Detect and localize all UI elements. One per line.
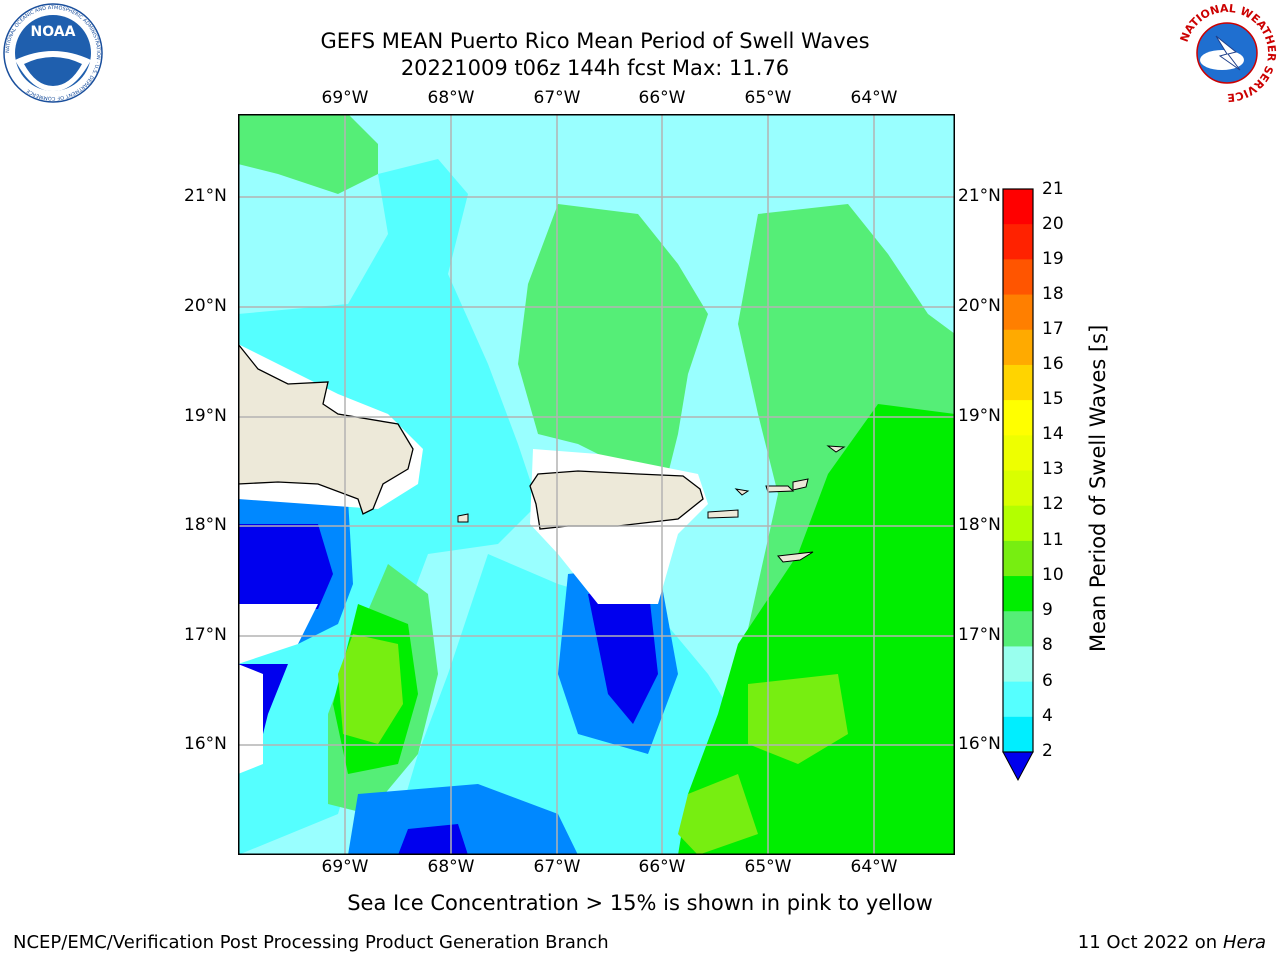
colorbar-band	[1003, 400, 1033, 436]
colorbar-title: Mean Period of Swell Waves [s]	[1086, 324, 1110, 652]
left-lat-labels: 21°N 20°N 19°N 18°N 17°N 16°N	[184, 0, 236, 960]
colorbar-tick-labels: 21 20 19 18 17 16 15 14 13 12 11 10 9 8 …	[1042, 0, 1102, 960]
colorbar-band	[1003, 716, 1033, 753]
masked-west-edge	[238, 664, 263, 774]
swell-11-12-sw	[338, 634, 403, 744]
lon-label-top: 66°W	[638, 88, 686, 108]
swell-10-11-east	[678, 404, 955, 855]
colorbar-tick: 10	[1042, 565, 1064, 585]
colorbar-band	[1003, 540, 1033, 577]
colorbar-band	[1003, 259, 1033, 296]
title-line-1: GEFS MEAN Puerto Rico Mean Period of Swe…	[320, 29, 870, 53]
lat-label-right: 18°N	[958, 515, 1001, 535]
top-lon-labels: 69°W 68°W 67°W 66°W 65°W 64°W	[0, 88, 1280, 110]
lat-label-left: 18°N	[184, 515, 227, 535]
noaa-logo: NOAA NATIONAL OCEANIC AND ATMOSPHERIC AD…	[3, 3, 103, 103]
lat-label-right: 21°N	[958, 186, 1001, 206]
colorbar-band	[1003, 189, 1033, 225]
swell-9-10-nw	[238, 114, 378, 194]
bottom-lon-labels: 69°W 68°W 67°W 66°W 65°W 64°W	[0, 857, 1280, 879]
mona-island	[457, 513, 469, 523]
colorbar-band	[1003, 646, 1033, 683]
lon-label-bottom: 67°W	[533, 857, 581, 877]
lat-label-right: 19°N	[958, 406, 1001, 426]
colorbar-band	[1003, 681, 1033, 718]
footer-credit: NCEP/EMC/Verification Post Processing Pr…	[13, 932, 609, 953]
lat-label-left: 19°N	[184, 406, 227, 426]
footer-date-text: 11 Oct 2022 on	[1077, 932, 1223, 953]
colorbar-tick: 20	[1042, 214, 1064, 234]
right-lat-labels: 21°N 20°N 19°N 18°N 17°N 16°N	[958, 0, 1010, 960]
colorbar-tick: 17	[1042, 319, 1064, 339]
colorbar-tick: 13	[1042, 459, 1064, 479]
map-panel	[238, 114, 955, 855]
colorbar	[1002, 188, 1034, 782]
swell-11-12-se	[678, 774, 758, 855]
st-croix	[777, 551, 814, 563]
lat-label-right: 16°N	[958, 734, 1001, 754]
colorbar-tick: 12	[1042, 494, 1064, 514]
swell-2-4-west-core	[238, 524, 333, 609]
masked-sw-coast	[238, 604, 318, 664]
colorbar-tick: 4	[1042, 706, 1053, 726]
colorbar-band	[1003, 329, 1033, 366]
colorbar-band	[1003, 611, 1033, 648]
anegada	[826, 445, 846, 453]
swell-9-10-north	[518, 204, 708, 474]
footer-machine: Hera	[1222, 932, 1266, 953]
colorbar-tick: 14	[1042, 424, 1064, 444]
colorbar-tick: 18	[1042, 284, 1064, 304]
colorbar-tick: 19	[1042, 249, 1064, 269]
colorbar-tick: 11	[1042, 530, 1064, 550]
lon-label-top: 67°W	[533, 88, 581, 108]
colorbar-band	[1003, 364, 1033, 401]
swell-6-8-west	[238, 159, 538, 855]
swell-2-4-south-central	[588, 584, 658, 724]
lon-label-bottom: 64°W	[850, 857, 898, 877]
colorbar-band	[1003, 224, 1033, 260]
lon-label-bottom: 68°W	[427, 857, 475, 877]
lat-label-right: 17°N	[958, 625, 1001, 645]
colorbar-band	[1003, 505, 1033, 542]
svg-text:NOAA: NOAA	[31, 24, 76, 40]
colorbar-tick: 2	[1042, 741, 1053, 761]
lon-label-top: 68°W	[427, 88, 475, 108]
lat-label-right: 20°N	[958, 296, 1001, 316]
colorbar-tick: 16	[1042, 354, 1064, 374]
hispaniola-land	[238, 342, 414, 515]
lat-label-left: 16°N	[184, 734, 227, 754]
lon-label-bottom: 65°W	[744, 857, 792, 877]
colorbar-band	[1003, 435, 1033, 472]
lon-label-bottom: 69°W	[321, 857, 369, 877]
vieques	[707, 509, 739, 519]
colorbar-tick: 6	[1042, 671, 1053, 691]
nws-logo: NATIONAL WEATHER SERVICE	[1178, 2, 1278, 104]
colorbar-band	[1003, 470, 1033, 507]
colorbar-extend-min	[1002, 751, 1034, 782]
sea-ice-note: Sea Ice Concentration > 15% is shown in …	[347, 891, 933, 915]
puerto-rico-land	[529, 470, 704, 530]
footer-date: 11 Oct 2022 on Hera	[1078, 932, 1266, 953]
lon-label-top: 65°W	[744, 88, 792, 108]
lat-label-left: 20°N	[184, 296, 227, 316]
colorbar-band	[1003, 576, 1033, 612]
virgin-islands	[765, 485, 795, 493]
colorbar-tick: 15	[1042, 389, 1064, 409]
colorbar-tick: 8	[1042, 635, 1053, 655]
colorbar-tick: 9	[1042, 600, 1053, 620]
title-line-2: 20221009 t06z 144h fcst Max: 11.76	[400, 56, 790, 80]
swell-11-12-east	[748, 674, 848, 764]
virgin-islands-2	[792, 478, 809, 491]
colorbar-band	[1003, 294, 1033, 331]
colorbar-tick: 21	[1042, 179, 1064, 199]
culebra	[734, 488, 750, 496]
lon-label-top: 64°W	[850, 88, 898, 108]
lon-label-bottom: 66°W	[638, 857, 686, 877]
map-gridlines	[238, 114, 955, 855]
lat-label-left: 21°N	[184, 186, 227, 206]
lon-label-top: 69°W	[321, 88, 369, 108]
lat-label-left: 17°N	[184, 625, 227, 645]
